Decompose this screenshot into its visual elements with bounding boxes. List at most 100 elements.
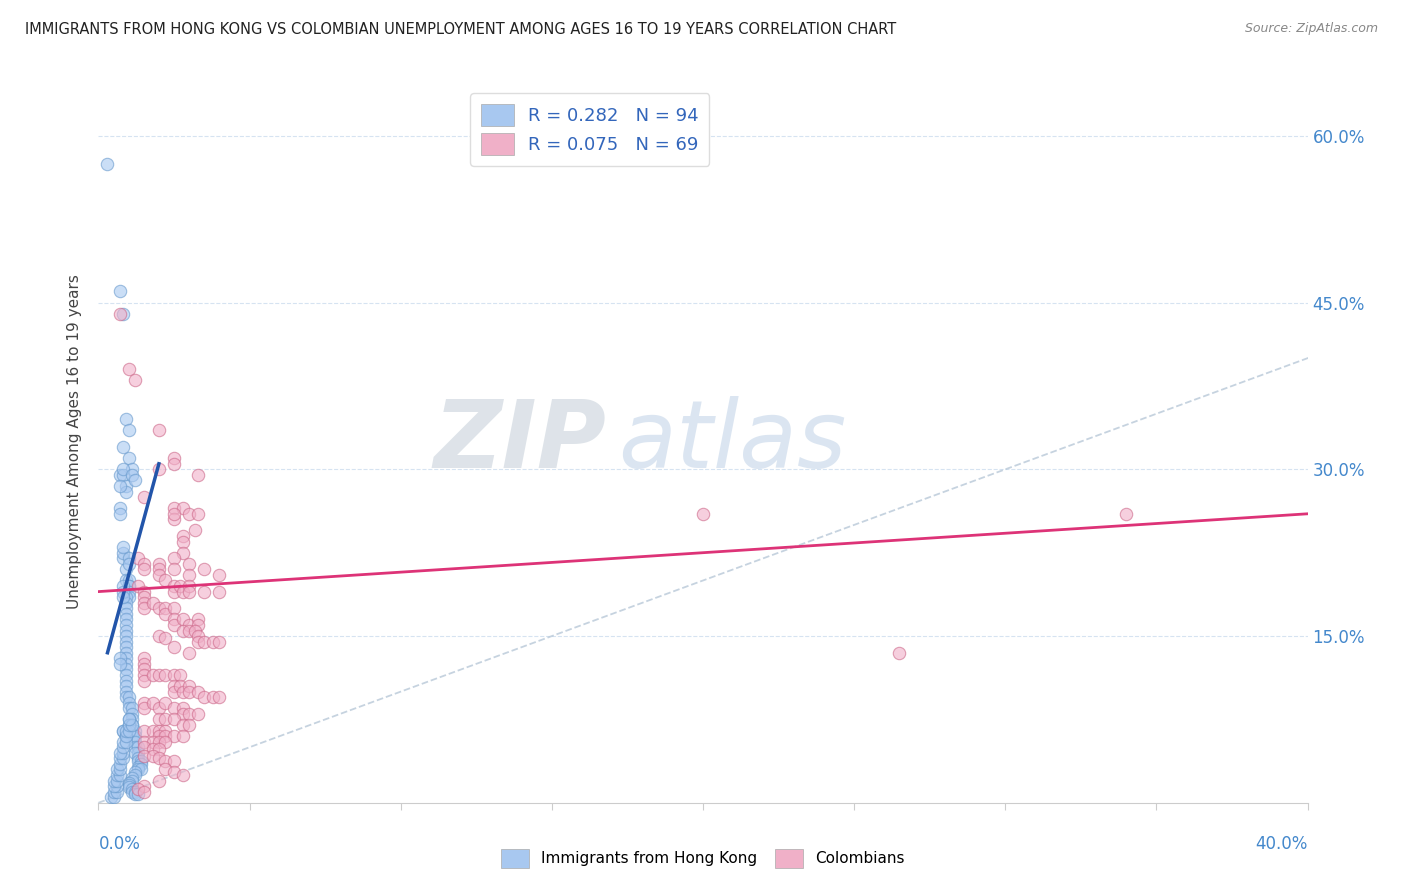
Point <box>179 706 201 721</box>
Point <box>148 424 170 438</box>
Point <box>118 778 141 792</box>
Point <box>114 624 136 638</box>
Text: ZIP: ZIP <box>433 395 606 488</box>
Point <box>142 723 165 738</box>
Point <box>108 651 131 665</box>
Point <box>889 646 911 660</box>
Point <box>129 756 152 771</box>
Point <box>142 596 165 610</box>
Point <box>184 624 207 638</box>
Point <box>127 740 149 755</box>
Point <box>114 729 136 743</box>
Point <box>103 785 125 799</box>
Point <box>142 742 165 756</box>
Point <box>179 557 201 571</box>
Point <box>111 546 134 560</box>
Point <box>114 734 136 748</box>
Point <box>148 751 170 765</box>
Point <box>132 562 155 576</box>
Point <box>163 729 186 743</box>
Point <box>103 773 125 788</box>
Point <box>127 751 149 765</box>
Point <box>132 596 155 610</box>
Point <box>153 632 176 646</box>
Point <box>172 584 194 599</box>
Point <box>121 723 143 738</box>
Point <box>187 684 209 698</box>
Text: atlas: atlas <box>619 396 846 487</box>
Point <box>118 713 141 727</box>
Point <box>169 579 191 593</box>
Point <box>132 723 155 738</box>
Point <box>118 590 141 604</box>
Point <box>108 768 131 782</box>
Point <box>193 690 215 705</box>
Point <box>148 568 170 582</box>
Legend: Immigrants from Hong Kong, Colombians: Immigrants from Hong Kong, Colombians <box>495 843 911 873</box>
Point <box>187 618 209 632</box>
Point <box>124 723 146 738</box>
Point <box>114 646 136 660</box>
Point <box>142 668 165 682</box>
Point <box>108 751 131 765</box>
Point <box>114 596 136 610</box>
Point <box>163 562 186 576</box>
Point <box>163 507 186 521</box>
Point <box>163 679 186 693</box>
Point <box>172 529 194 543</box>
Point <box>142 749 165 764</box>
Point <box>179 679 201 693</box>
Point <box>114 662 136 676</box>
Point <box>132 490 155 504</box>
Point <box>1115 507 1137 521</box>
Point <box>179 718 201 732</box>
Point <box>132 557 155 571</box>
Point <box>208 584 231 599</box>
Point <box>108 501 131 516</box>
Point <box>193 634 215 648</box>
Point <box>96 156 118 170</box>
Point <box>179 568 201 582</box>
Point <box>118 718 141 732</box>
Point <box>127 763 149 777</box>
Point <box>105 785 128 799</box>
Point <box>172 501 194 516</box>
Point <box>179 584 201 599</box>
Point <box>118 713 141 727</box>
Point <box>163 579 186 593</box>
Point <box>114 607 136 621</box>
Point <box>187 467 209 482</box>
Point <box>187 507 209 521</box>
Point <box>132 651 155 665</box>
Y-axis label: Unemployment Among Ages 16 to 19 years: Unemployment Among Ages 16 to 19 years <box>67 274 83 609</box>
Point <box>105 779 128 793</box>
Point <box>100 790 122 805</box>
Point <box>148 742 170 756</box>
Point <box>153 763 176 777</box>
Point <box>108 763 131 777</box>
Point <box>111 734 134 748</box>
Point <box>127 782 149 797</box>
Point <box>163 754 186 768</box>
Legend: R = 0.282   N = 94, R = 0.075   N = 69: R = 0.282 N = 94, R = 0.075 N = 69 <box>470 93 710 166</box>
Point <box>172 729 194 743</box>
Point <box>121 701 143 715</box>
Point <box>153 668 176 682</box>
Point <box>111 307 134 321</box>
Point <box>121 729 143 743</box>
Point <box>132 662 155 676</box>
Point <box>118 718 141 732</box>
Point <box>148 557 170 571</box>
Point <box>121 713 143 727</box>
Point <box>118 690 141 705</box>
Point <box>118 424 141 438</box>
Point <box>153 729 176 743</box>
Point <box>111 723 134 738</box>
Point <box>118 451 141 466</box>
Point <box>179 646 201 660</box>
Point <box>111 740 134 755</box>
Point <box>114 629 136 643</box>
Point <box>114 668 136 682</box>
Point <box>118 557 141 571</box>
Point <box>208 634 231 648</box>
